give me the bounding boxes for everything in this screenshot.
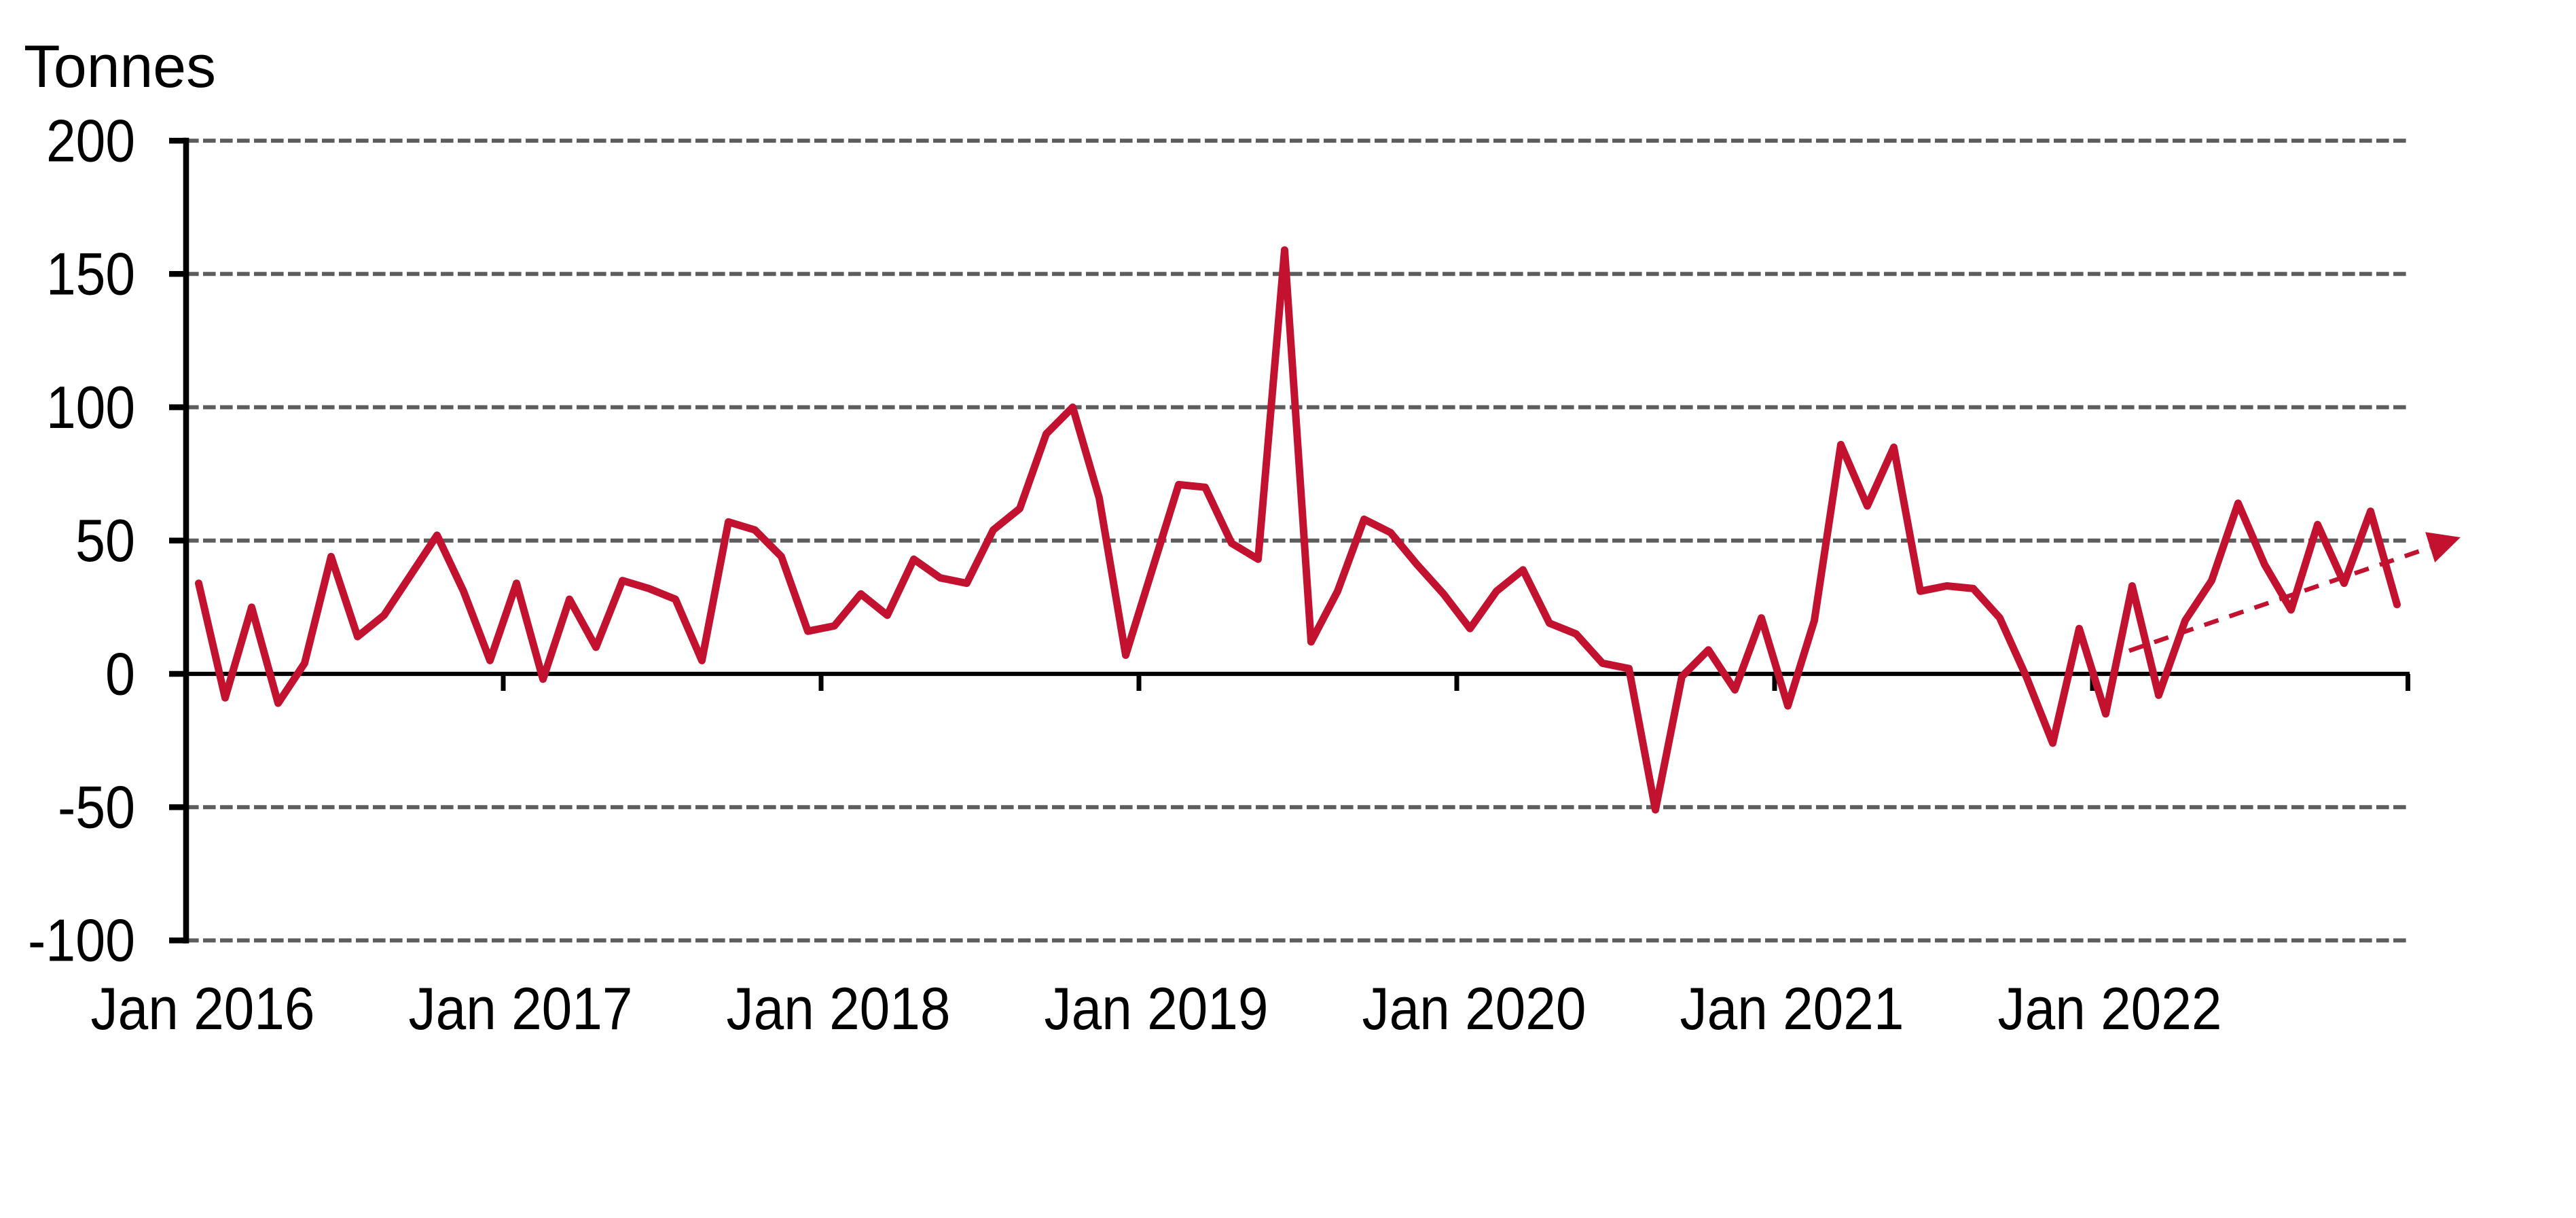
svg-text:200: 200: [46, 107, 135, 174]
svg-text:Jan 2019: Jan 2019: [1045, 975, 1269, 1042]
svg-text:Jan 2021: Jan 2021: [1680, 975, 1904, 1042]
svg-text:-50: -50: [58, 774, 135, 841]
svg-text:Tonnes: Tonnes: [24, 33, 216, 100]
svg-text:0: 0: [105, 640, 135, 707]
svg-text:150: 150: [46, 240, 135, 308]
svg-text:Jan 2022: Jan 2022: [1998, 975, 2222, 1042]
svg-text:50: 50: [75, 507, 135, 574]
svg-text:-100: -100: [28, 907, 135, 974]
svg-text:Jan 2017: Jan 2017: [409, 975, 633, 1042]
svg-text:Jan 2018: Jan 2018: [727, 975, 951, 1042]
svg-text:Jan 2016: Jan 2016: [91, 975, 315, 1042]
svg-text:Jan 2020: Jan 2020: [1362, 975, 1586, 1042]
svg-text:100: 100: [46, 374, 135, 441]
